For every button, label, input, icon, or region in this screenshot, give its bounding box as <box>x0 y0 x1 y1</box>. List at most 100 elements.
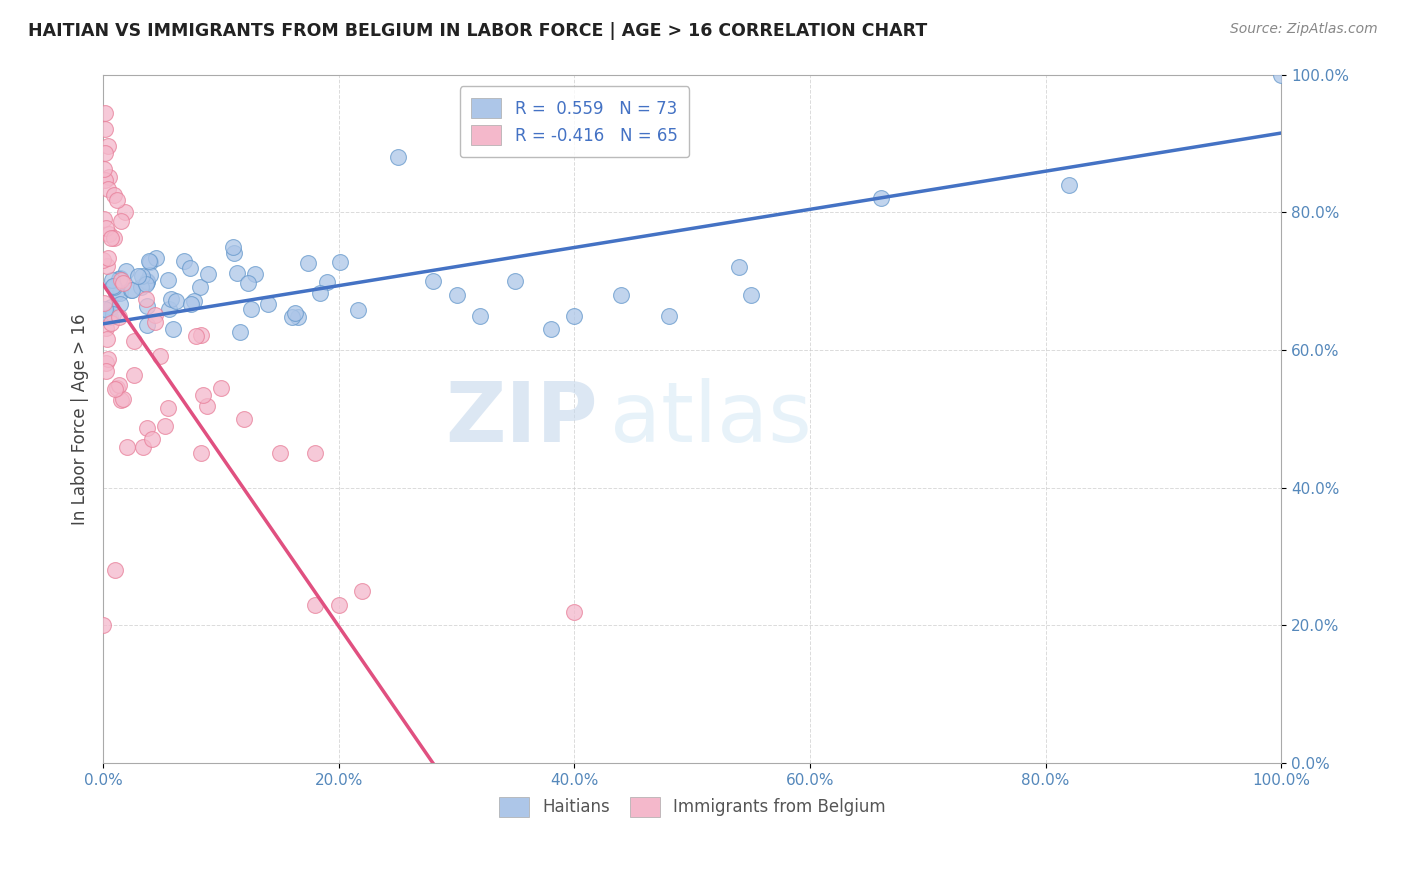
Point <box>197 267 219 281</box>
Point <box>103 280 125 294</box>
Point <box>540 322 562 336</box>
Point <box>190 445 212 459</box>
Point <box>297 255 319 269</box>
Point <box>446 288 468 302</box>
Point <box>179 260 201 275</box>
Point <box>562 605 585 619</box>
Point <box>193 388 215 402</box>
Point <box>97 351 120 366</box>
Point <box>94 146 117 161</box>
Point <box>98 310 121 324</box>
Point <box>96 332 118 346</box>
Point <box>728 260 751 275</box>
Point <box>111 392 134 406</box>
Point <box>101 278 124 293</box>
Text: ZIP: ZIP <box>446 378 598 459</box>
Point <box>103 231 125 245</box>
Point <box>173 253 195 268</box>
Y-axis label: In Labor Force | Age > 16: In Labor Force | Age > 16 <box>72 313 89 524</box>
Point <box>165 293 187 308</box>
Point <box>188 279 211 293</box>
Point <box>103 188 125 202</box>
Point <box>145 308 167 322</box>
Point <box>135 277 157 291</box>
Point <box>233 412 256 426</box>
Legend: Haitians, Immigrants from Belgium: Haitians, Immigrants from Belgium <box>492 790 893 823</box>
Point <box>94 122 117 136</box>
Point <box>110 273 132 287</box>
Point <box>145 251 167 265</box>
Point <box>120 283 142 297</box>
Point <box>153 418 176 433</box>
Text: HAITIAN VS IMMIGRANTS FROM BELGIUM IN LABOR FORCE | AGE > 16 CORRELATION CHART: HAITIAN VS IMMIGRANTS FROM BELGIUM IN LA… <box>28 22 928 40</box>
Point <box>135 275 157 289</box>
Point <box>162 322 184 336</box>
Point <box>269 446 291 460</box>
Point <box>229 326 252 340</box>
Point <box>97 139 120 153</box>
Point <box>658 309 681 323</box>
Point <box>135 293 157 307</box>
Point <box>328 598 350 612</box>
Point <box>284 306 307 320</box>
Point <box>225 266 247 280</box>
Point <box>96 355 118 369</box>
Point <box>740 288 762 302</box>
Text: Source: ZipAtlas.com: Source: ZipAtlas.com <box>1230 22 1378 37</box>
Point <box>195 399 218 413</box>
Point <box>114 204 136 219</box>
Point <box>112 277 135 291</box>
Point <box>100 316 122 330</box>
Point <box>329 254 352 268</box>
Point <box>93 211 115 226</box>
Point <box>104 563 127 577</box>
Point <box>97 227 120 241</box>
Point <box>149 349 172 363</box>
Point <box>100 230 122 244</box>
Point <box>141 433 163 447</box>
Point <box>135 298 157 312</box>
Point <box>1057 178 1080 192</box>
Point <box>131 269 153 284</box>
Point <box>304 598 326 612</box>
Point <box>139 268 162 283</box>
Point <box>93 173 115 187</box>
Point <box>93 162 115 177</box>
Point <box>243 267 266 281</box>
Point <box>110 392 132 407</box>
Point <box>93 295 115 310</box>
Point <box>869 191 891 205</box>
Point <box>347 303 370 318</box>
Point <box>110 297 132 311</box>
Point <box>96 220 118 235</box>
Point <box>96 260 118 274</box>
Point <box>236 276 259 290</box>
Point <box>136 421 159 435</box>
Point <box>209 381 232 395</box>
Point <box>108 378 131 392</box>
Point <box>505 274 527 288</box>
Point <box>100 300 122 314</box>
Point <box>131 280 153 294</box>
Point <box>115 440 138 454</box>
Point <box>108 285 131 300</box>
Point <box>468 309 491 323</box>
Point <box>136 274 159 288</box>
Point <box>1270 68 1292 82</box>
Point <box>132 440 155 454</box>
Point <box>180 297 202 311</box>
Point <box>101 272 124 286</box>
Point <box>97 252 120 266</box>
Point <box>224 246 246 260</box>
Point <box>256 297 278 311</box>
Point <box>222 240 245 254</box>
Point <box>108 310 131 324</box>
Point <box>239 301 262 316</box>
Point <box>110 214 132 228</box>
Point <box>160 292 183 306</box>
Point <box>136 318 159 333</box>
Point <box>157 301 180 316</box>
Point <box>184 328 207 343</box>
Point <box>93 302 115 317</box>
Point <box>97 182 120 196</box>
